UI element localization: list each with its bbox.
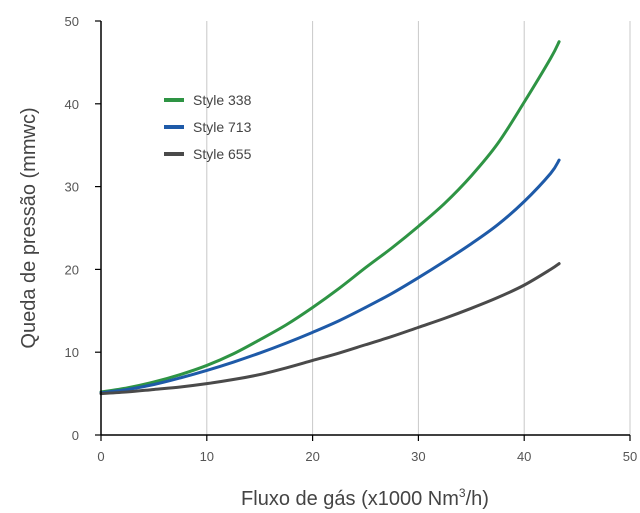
x-tick-label-0: 0	[97, 449, 104, 464]
legend-label-2: Style 655	[193, 146, 252, 162]
x-axis-title-main: Fluxo de gás (x1000 Nm	[241, 488, 459, 510]
x-tick-label-50: 50	[623, 449, 637, 464]
x-tick-label-30: 30	[411, 449, 425, 464]
series-lines	[99, 40, 561, 396]
y-tick-label-50: 50	[65, 14, 79, 29]
y-tick-label-20: 20	[65, 262, 79, 277]
legend: Style 338 Style 713 Style 655	[164, 92, 252, 162]
x-tick-label-10: 10	[200, 449, 214, 464]
series-line-2	[99, 262, 561, 396]
axes	[95, 20, 631, 441]
x-axis-title: Fluxo de gás (x1000 Nm3/h)	[241, 486, 489, 510]
x-tick-label-20: 20	[305, 449, 319, 464]
legend-label-1: Style 713	[193, 119, 252, 135]
y-axis-title: Queda de pressão (mmwc)	[18, 107, 40, 348]
y-tick-label-0: 0	[72, 428, 79, 443]
series-line-0	[99, 40, 561, 394]
tick-labels: 0 10 20 30 40 50 0 10 20 30 40 50	[65, 14, 638, 464]
y-tick-label-40: 40	[65, 97, 79, 112]
series-line-1	[99, 158, 561, 395]
x-tick-label-40: 40	[517, 449, 531, 464]
y-tick-label-10: 10	[65, 345, 79, 360]
x-axis-title-superscript: 3	[459, 486, 466, 500]
y-tick-label-30: 30	[65, 180, 79, 195]
x-axis-title-end: /h)	[466, 488, 489, 510]
legend-label-0: Style 338	[193, 92, 252, 108]
